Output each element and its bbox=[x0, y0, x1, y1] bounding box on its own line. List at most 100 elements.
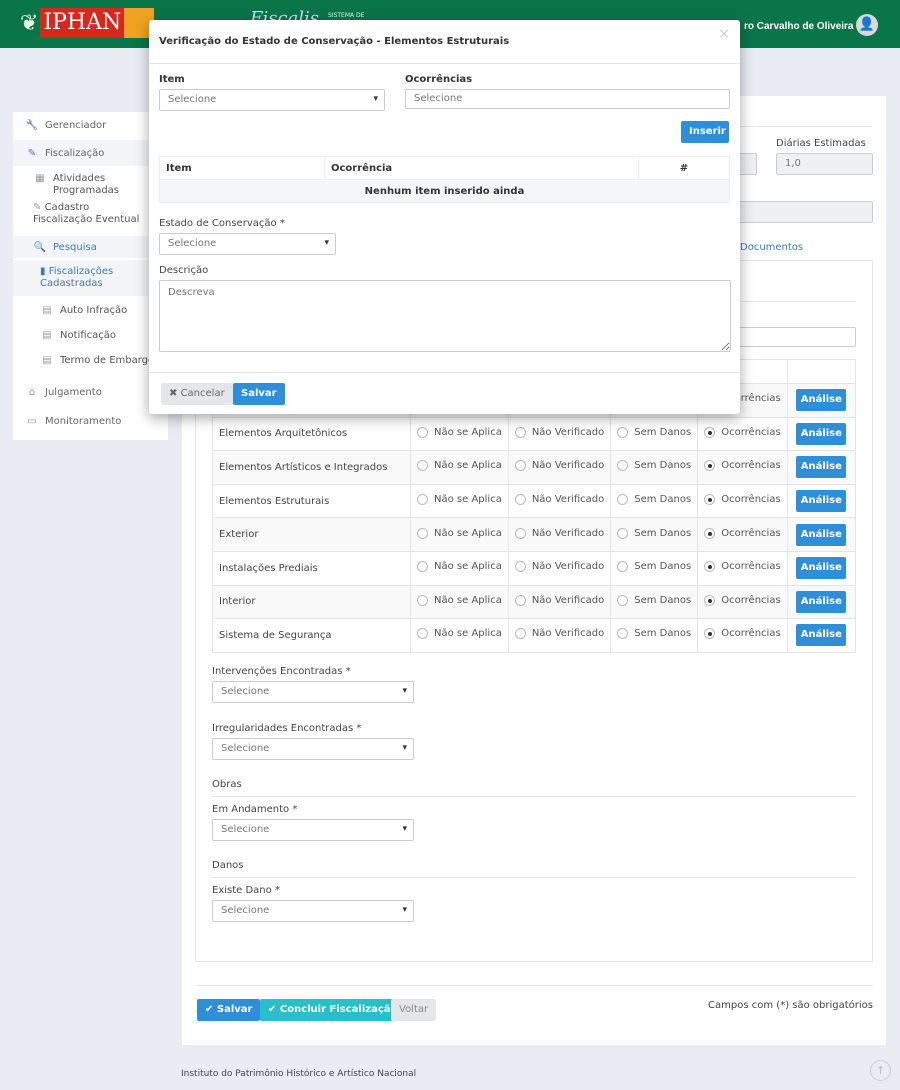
radio-option[interactable]: Não Verificado bbox=[514, 426, 604, 438]
row-name: Interior bbox=[212, 584, 411, 620]
radio-option[interactable]: Não se Aplica bbox=[417, 460, 502, 472]
radio-button[interactable] bbox=[617, 561, 629, 573]
radio-button[interactable] bbox=[417, 561, 428, 573]
radio-button[interactable] bbox=[514, 561, 526, 573]
radio-button[interactable] bbox=[514, 628, 526, 640]
radio-option[interactable]: Não Verificado bbox=[514, 594, 604, 606]
andamento-select[interactable]: Selecione bbox=[212, 819, 414, 841]
scroll-top-icon[interactable]: ↑ bbox=[870, 1060, 891, 1081]
radio-option[interactable]: Ocorrências bbox=[704, 628, 781, 640]
radio-button[interactable] bbox=[704, 561, 716, 573]
analise-button[interactable]: Análise bbox=[796, 490, 847, 513]
radio-option[interactable]: Não se Aplica bbox=[417, 561, 502, 573]
radio-option[interactable]: Não se Aplica bbox=[417, 426, 502, 438]
radio-option[interactable]: Sem Danos bbox=[617, 494, 692, 506]
radio-button[interactable] bbox=[704, 527, 716, 539]
radio-option[interactable]: Sem Danos bbox=[617, 527, 692, 539]
radio-button[interactable] bbox=[617, 460, 629, 472]
conclude-label: Concluir Fiscalização bbox=[279, 1004, 398, 1015]
radio-option[interactable]: Não Verificado bbox=[514, 460, 604, 472]
analise-button[interactable]: Análise bbox=[796, 590, 847, 613]
user-avatar-icon[interactable]: 👤 bbox=[856, 14, 878, 36]
radio-option[interactable]: Ocorrências bbox=[704, 527, 781, 539]
radio-label: Sem Danos bbox=[634, 527, 692, 539]
analise-button[interactable]: Análise bbox=[796, 389, 847, 412]
cancel-button[interactable]: ✖ Cancelar bbox=[161, 383, 233, 405]
radio-button[interactable] bbox=[617, 494, 629, 506]
radio-option[interactable]: Não se Aplica bbox=[417, 628, 502, 640]
analise-button[interactable]: Análise bbox=[796, 456, 847, 479]
sidebar-item-fiscalizacao[interactable]: ✎ Fiscalização bbox=[13, 140, 168, 166]
sidebar-item-julgamento[interactable]: ⌂ Julgamento bbox=[13, 381, 168, 403]
radio-option[interactable]: Não se Aplica bbox=[417, 594, 502, 606]
radio-option[interactable]: Não se Aplica bbox=[417, 494, 502, 506]
ocorrencias-input[interactable]: Selecione bbox=[405, 89, 730, 109]
radio-button[interactable] bbox=[417, 426, 428, 438]
radio-button[interactable] bbox=[704, 494, 716, 506]
radio-button[interactable] bbox=[417, 494, 428, 506]
insert-button[interactable]: Inserir bbox=[681, 121, 729, 143]
radio-option[interactable]: Ocorrências bbox=[704, 561, 781, 573]
radio-option[interactable]: Sem Danos bbox=[617, 594, 691, 606]
radio-option[interactable]: Não Verificado bbox=[514, 494, 604, 506]
radio-button[interactable] bbox=[704, 628, 716, 640]
irregularidades-select[interactable]: Selecione bbox=[212, 738, 414, 760]
sidebar-item-fiscalizacoes-cadastradas[interactable]: ▮ Fiscalizações Cadastradas bbox=[13, 260, 168, 296]
sidebar-item-label: Notificação bbox=[60, 329, 116, 341]
tab-documentos[interactable]: Documentos bbox=[740, 242, 804, 253]
sidebar-item-cadastro-eventual[interactable]: ✎ Cadastro Fiscalização Eventual bbox=[13, 202, 143, 232]
radio-option[interactable]: Sem Danos bbox=[617, 460, 691, 472]
radio-option[interactable]: Ocorrências bbox=[704, 594, 781, 606]
sidebar-item-gerenciador[interactable]: 🔧 Gerenciador bbox=[13, 112, 168, 138]
radio-option[interactable]: Sem Danos bbox=[617, 628, 691, 640]
descricao-textarea[interactable] bbox=[159, 280, 731, 352]
radio-button[interactable] bbox=[417, 594, 428, 606]
sidebar-item-auto-infracao[interactable]: ▤ Auto Infração bbox=[13, 300, 168, 320]
analise-button[interactable]: Análise bbox=[796, 557, 847, 580]
radio-button[interactable] bbox=[617, 594, 629, 606]
radio-button[interactable] bbox=[417, 527, 428, 539]
radio-button[interactable] bbox=[617, 527, 629, 539]
sidebar-item-monitoramento[interactable]: ▭ Monitoramento bbox=[13, 410, 168, 432]
sidebar-item-termo-embargo[interactable]: ▤ Termo de Embargo bbox=[13, 350, 168, 370]
radio-button[interactable] bbox=[514, 426, 526, 438]
back-button[interactable]: Voltar bbox=[391, 999, 437, 1021]
radio-button[interactable] bbox=[704, 426, 716, 438]
radio-button[interactable] bbox=[704, 460, 716, 472]
radio-option[interactable]: Sem Danos bbox=[617, 561, 691, 573]
radio-button[interactable] bbox=[617, 628, 629, 640]
analise-button[interactable]: Análise bbox=[796, 422, 847, 445]
conclude-button[interactable]: ✔ Concluir Fiscalização bbox=[260, 999, 406, 1021]
radio-label: Sem Danos bbox=[634, 494, 692, 506]
radio-label: Não se Aplica bbox=[434, 494, 502, 506]
sidebar-item-atividades-programadas[interactable]: ▦ Atividades Programadas bbox=[13, 173, 168, 199]
radio-button[interactable] bbox=[514, 527, 526, 539]
radio-button[interactable] bbox=[514, 460, 526, 472]
save-button[interactable]: ✔ Salvar bbox=[197, 999, 261, 1021]
radio-button[interactable] bbox=[417, 460, 428, 472]
item-select[interactable]: Selecione bbox=[159, 89, 385, 111]
radio-option[interactable]: Não Verificado bbox=[514, 561, 604, 573]
analise-button[interactable]: Análise bbox=[796, 624, 847, 647]
modal-save-button[interactable]: Salvar bbox=[233, 383, 285, 405]
radio-button[interactable] bbox=[704, 594, 716, 606]
radio-option[interactable]: Não Verificado bbox=[514, 527, 604, 539]
close-icon[interactable]: × bbox=[718, 26, 730, 42]
radio-option[interactable]: Não se Aplica bbox=[417, 527, 502, 539]
radio-option[interactable]: Sem Danos bbox=[617, 426, 691, 438]
radio-button[interactable] bbox=[514, 494, 526, 506]
radio-button[interactable] bbox=[417, 628, 428, 640]
user-name[interactable]: ro Carvalho de Oliveira bbox=[744, 21, 854, 32]
sidebar-item-pesquisa[interactable]: 🔍 Pesquisa bbox=[13, 236, 168, 258]
radio-option[interactable]: Ocorrências bbox=[704, 494, 781, 506]
radio-option[interactable]: Ocorrências bbox=[704, 460, 781, 472]
radio-button[interactable] bbox=[514, 594, 526, 606]
intervencoes-select[interactable]: Selecione bbox=[212, 681, 414, 703]
existe-dano-select[interactable]: Selecione bbox=[212, 900, 414, 922]
radio-option[interactable]: Não Verificado bbox=[514, 628, 604, 640]
estado-select[interactable]: Selecione bbox=[159, 233, 336, 255]
sidebar-item-notificacao[interactable]: ▤ Notificação bbox=[13, 325, 168, 345]
analise-button[interactable]: Análise bbox=[796, 523, 847, 546]
radio-button[interactable] bbox=[617, 426, 629, 438]
radio-option[interactable]: Ocorrências bbox=[704, 426, 781, 438]
